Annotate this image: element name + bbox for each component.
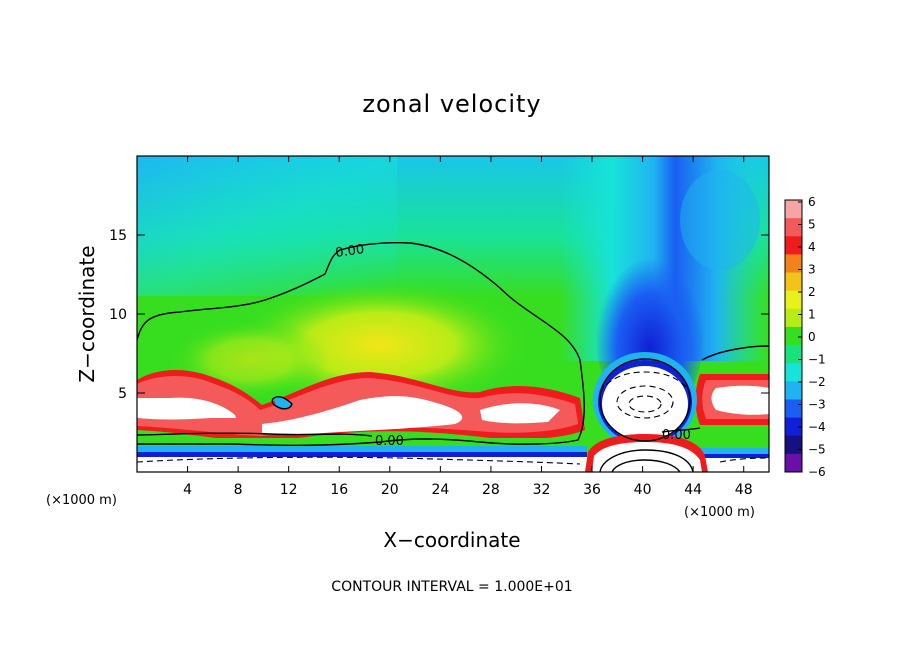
contour-lines <box>137 242 769 472</box>
y-tick-label: 5 <box>118 386 127 402</box>
velocity-field: 0.00 0.00 0.00 <box>137 156 769 472</box>
x-tick-label: 4 <box>183 482 192 498</box>
contour-interval-note: CONTOUR INTERVAL = 1.000E+01 <box>331 579 572 595</box>
colorbar-tick-label: −4 <box>808 420 826 434</box>
colorbar-swatch <box>785 399 802 418</box>
colorbar-swatch <box>785 417 802 437</box>
x-tick-label: 8 <box>234 482 243 498</box>
y-tick-label: 15 <box>109 228 127 244</box>
colorbar-tick-label: 2 <box>808 285 816 299</box>
colorbar-tick-label: 1 <box>808 308 816 322</box>
colorbar-swatch <box>785 381 802 400</box>
colorbar-swatch <box>785 290 802 310</box>
x-tick-label: 36 <box>583 482 601 498</box>
colorbar-tick-label: −3 <box>808 398 826 412</box>
colorbar-swatch <box>785 272 802 292</box>
colorbar-tick-label: −2 <box>808 375 826 389</box>
colorbar-swatch <box>785 200 802 219</box>
colorbar-swatch <box>785 453 802 473</box>
colorbar-swatch <box>785 363 802 382</box>
x-tick-label: 24 <box>431 482 449 498</box>
contour-label: 0.00 <box>334 242 365 261</box>
colorbar-tick-label: 4 <box>808 240 816 254</box>
colorbar-swatch <box>785 345 802 364</box>
colorbar-tick-label: 6 <box>808 195 816 209</box>
colorbar-frame <box>784 199 803 473</box>
x-tick-label: 28 <box>482 482 500 498</box>
colorbar-swatch <box>785 326 802 346</box>
chart-title: zonal velocity <box>362 90 541 118</box>
x-tick-label: 40 <box>634 482 652 498</box>
y-axis-label: Z−coordinate <box>75 245 99 382</box>
x-unit-label-right: (×1000 m) <box>684 505 755 520</box>
colorbar-tick-label: −1 <box>808 353 826 367</box>
x-tick-label: 20 <box>381 482 399 498</box>
colorbar-swatch <box>785 236 802 255</box>
colorbar-swatch <box>785 254 802 273</box>
colorbar-swatch <box>785 218 802 237</box>
colorbar-tick-label: −6 <box>808 465 826 479</box>
contour-label: 0.00 <box>375 434 404 449</box>
x-tick-label: 16 <box>330 482 348 498</box>
colorbar-tick-label: 0 <box>808 330 816 344</box>
x-tick-label: 12 <box>280 482 298 498</box>
y-tick-label: 10 <box>109 307 127 323</box>
negative-contours <box>137 371 769 465</box>
colorbar-swatch <box>785 308 802 328</box>
y-axis-ticks: 5 10 15 <box>109 228 769 402</box>
colorbar-tick-label: −5 <box>808 443 826 457</box>
x-tick-label: 48 <box>735 482 753 498</box>
x-unit-label-left: (×1000 m) <box>46 493 117 508</box>
colorbar-swatch <box>785 435 802 455</box>
x-tick-label: 44 <box>684 482 702 498</box>
contour-label: 0.00 <box>662 428 691 443</box>
colorbar: 6 5 4 3 2 1 0 −1 −2 −3 −4 −5 −6 <box>784 195 826 479</box>
x-tick-label: 32 <box>533 482 551 498</box>
x-axis-ticks: 4 8 12 16 20 24 28 32 36 40 44 48 <box>183 156 753 498</box>
colorbar-tick-label: 3 <box>808 263 816 277</box>
colorbar-tick-label: 5 <box>808 218 816 232</box>
x-axis-label: X−coordinate <box>383 528 520 552</box>
